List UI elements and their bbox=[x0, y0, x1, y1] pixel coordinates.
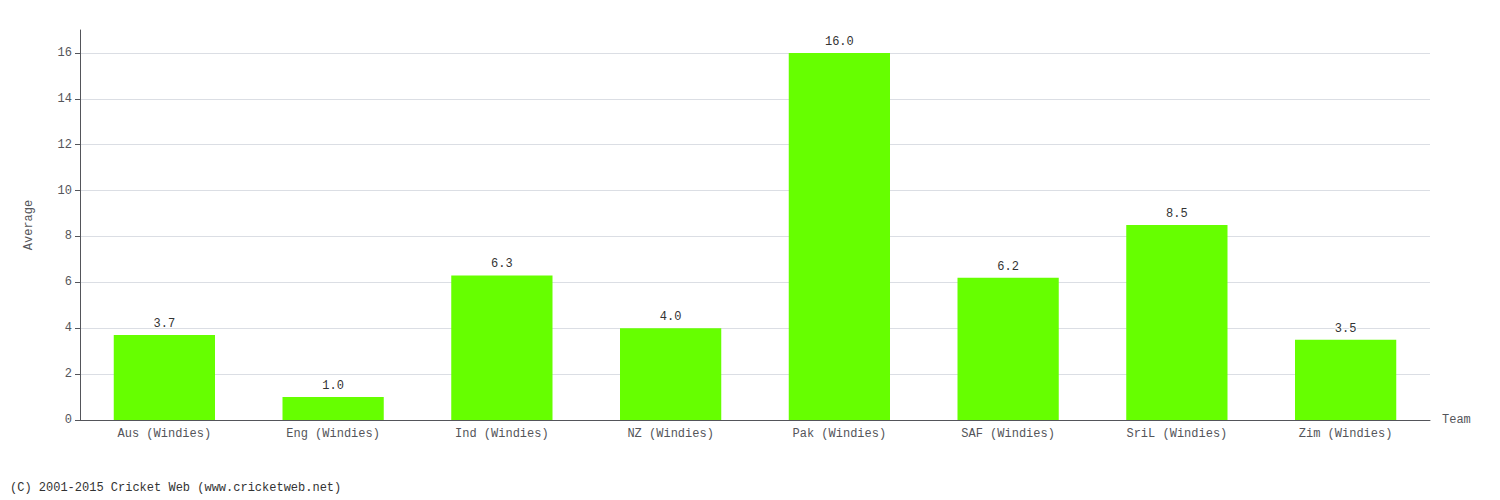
svg-text:6.2: 6.2 bbox=[997, 260, 1019, 274]
svg-text:NZ (Windies): NZ (Windies) bbox=[627, 427, 713, 441]
svg-text:2: 2 bbox=[65, 367, 72, 381]
svg-text:SAF (Windies): SAF (Windies) bbox=[961, 427, 1055, 441]
svg-text:Zim (Windies): Zim (Windies) bbox=[1299, 427, 1393, 441]
svg-text:Eng (Windies): Eng (Windies) bbox=[286, 427, 380, 441]
svg-text:16: 16 bbox=[58, 46, 72, 60]
svg-text:(C) 2001-2015 Cricket Web (www: (C) 2001-2015 Cricket Web (www.cricketwe… bbox=[10, 481, 341, 495]
svg-text:16.0: 16.0 bbox=[825, 35, 854, 49]
svg-text:14: 14 bbox=[58, 92, 72, 106]
svg-text:8.5: 8.5 bbox=[1166, 207, 1188, 221]
svg-text:8: 8 bbox=[65, 229, 72, 243]
svg-text:Pak (Windies): Pak (Windies) bbox=[793, 427, 887, 441]
svg-text:1.0: 1.0 bbox=[322, 379, 344, 393]
svg-text:Ind (Windies): Ind (Windies) bbox=[455, 427, 549, 441]
svg-text:4: 4 bbox=[65, 321, 72, 335]
svg-text:Average: Average bbox=[22, 200, 36, 250]
svg-text:Team: Team bbox=[1442, 413, 1471, 427]
svg-text:6.3: 6.3 bbox=[491, 257, 513, 271]
svg-text:3.7: 3.7 bbox=[154, 317, 176, 331]
svg-text:3.5: 3.5 bbox=[1335, 322, 1357, 336]
svg-text:SriL (Windies): SriL (Windies) bbox=[1126, 427, 1227, 441]
svg-text:12: 12 bbox=[58, 138, 72, 152]
svg-text:6: 6 bbox=[65, 275, 72, 289]
svg-text:10: 10 bbox=[58, 184, 72, 198]
svg-text:0: 0 bbox=[65, 413, 72, 427]
svg-text:4.0: 4.0 bbox=[660, 310, 682, 324]
svg-text:Aus (Windies): Aus (Windies) bbox=[118, 427, 212, 441]
